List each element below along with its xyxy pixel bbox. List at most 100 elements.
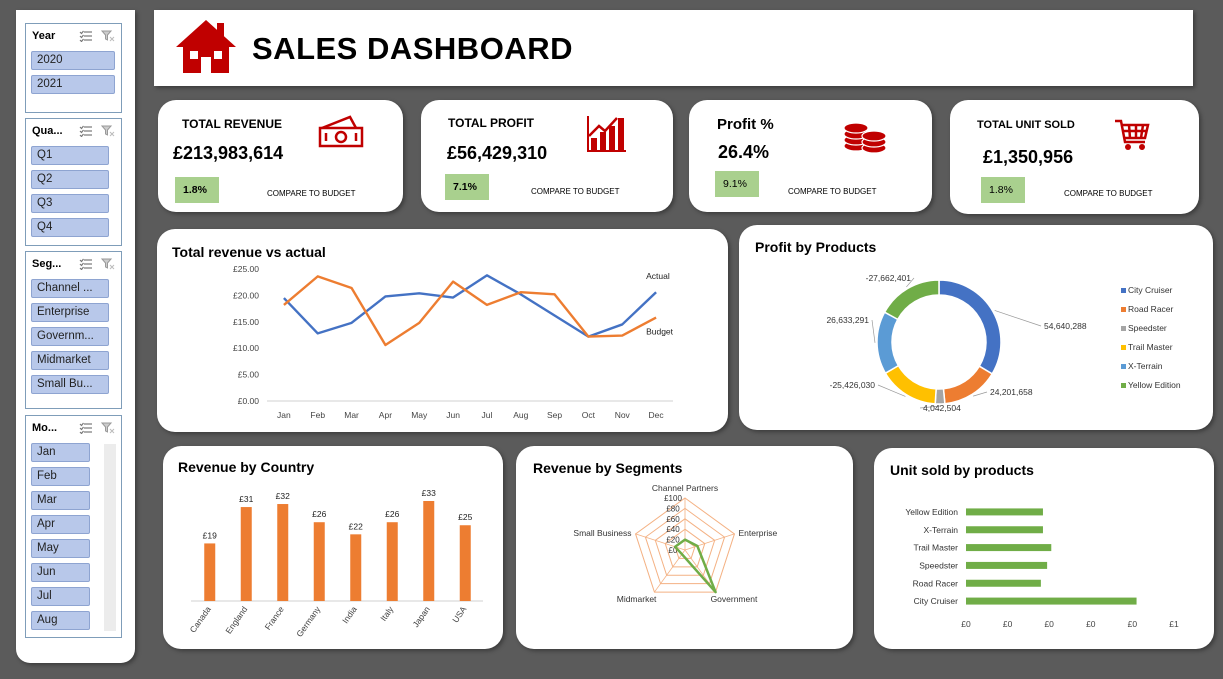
legend-label: City Cruiser — [1128, 285, 1173, 295]
slicer-item-mar[interactable]: Mar — [31, 491, 90, 510]
data-label: £19 — [203, 530, 217, 540]
kpi-percent-badge: 9.1% — [715, 171, 759, 197]
x-tick-label: Nov — [615, 410, 631, 420]
leader-line — [871, 319, 876, 343]
chart-title: Total revenue vs actual — [172, 244, 326, 260]
revenue-by-country-card: Revenue by Country £19 Canada £31 England £3… — [163, 446, 503, 649]
slicer-item-jun[interactable]: Jun — [31, 563, 90, 582]
bar — [966, 544, 1052, 552]
kpi-card-total-unit-sold: TOTAL UNIT SOLD £1,350,956 1.8% COMPARE … — [950, 100, 1199, 214]
slicer-item-q2[interactable]: Q2 — [31, 170, 109, 189]
data-label: £26 — [385, 509, 399, 519]
legend-swatch — [1121, 364, 1126, 369]
kpi-card-total-revenue: TOTAL REVENUE £213,983,614 1.8% COMPARE … — [158, 100, 403, 212]
year-slicer: Year 2020 2021 — [25, 23, 122, 113]
donut-slice — [883, 279, 940, 321]
slicer-item-midmarket[interactable]: Midmarket — [31, 351, 109, 370]
slicer-item-small-business[interactable]: Small Bu... — [31, 375, 109, 394]
month-slicer: Mo... Jan Feb Mar Apr May Jun Jul Aug — [25, 415, 122, 638]
clear-filter-icon[interactable] — [99, 257, 117, 271]
series-line-actual — [283, 274, 657, 338]
radial-tick-label: £80 — [666, 504, 680, 513]
x-tick-label: Italy — [378, 604, 396, 623]
multi-select-icon[interactable] — [77, 257, 95, 271]
bar — [350, 534, 362, 601]
header-bar: SALES DASHBOARD — [154, 10, 1193, 86]
legend-swatch — [1121, 326, 1126, 331]
slicer-item-2020[interactable]: 2020 — [31, 51, 115, 70]
revenue-by-segments-card: Revenue by Segments £0 £20 £40 £60 £80 £100 Ch… — [516, 446, 853, 649]
radar-spoke — [684, 533, 735, 551]
y-tick-label: £5.00 — [238, 370, 260, 380]
multi-select-icon[interactable] — [77, 421, 95, 435]
slicer-item-q3[interactable]: Q3 — [31, 194, 109, 213]
legend-label: Yellow Edition — [1128, 380, 1181, 390]
slicer-item-government[interactable]: Governm... — [31, 327, 109, 346]
chart-title: Revenue by Country — [178, 459, 315, 475]
x-tick-label: Oct — [582, 410, 596, 420]
x-tick-label: USA — [450, 604, 468, 624]
x-tick-label: £0 — [1128, 619, 1138, 629]
x-tick-label: £1 — [1169, 619, 1179, 629]
kpi-compare-label: COMPARE TO BUDGET — [788, 187, 877, 196]
y-tick-label: £20.00 — [233, 290, 259, 300]
slicer-item-aug[interactable]: Aug — [31, 611, 90, 630]
slicer-item-channel-partners[interactable]: Channel ... — [31, 279, 109, 298]
slicer-item-enterprise[interactable]: Enterprise — [31, 303, 109, 322]
x-tick-label: Jan — [277, 410, 291, 420]
slicer-scrollbar[interactable] — [104, 444, 116, 631]
donut-slice — [884, 364, 937, 405]
x-tick-label: £0 — [1003, 619, 1013, 629]
slicer-title: Year — [32, 30, 56, 42]
y-tick-label: £15.00 — [233, 317, 259, 327]
data-label: £22 — [349, 521, 363, 531]
slicer-item-apr[interactable]: Apr — [31, 515, 90, 534]
slicer-item-q4[interactable]: Q4 — [31, 218, 109, 237]
slicer-item-jan[interactable]: Jan — [31, 443, 90, 462]
legend-label: X-Terrain — [1128, 361, 1163, 371]
radar-grid-ring — [654, 518, 716, 576]
leader-line — [919, 405, 941, 409]
slicer-item-may[interactable]: May — [31, 539, 90, 558]
bar — [240, 507, 252, 601]
slicer-item-jul[interactable]: Jul — [31, 587, 90, 606]
radar-series — [673, 538, 717, 594]
axis-label: Enterprise — [738, 528, 777, 538]
clear-filter-icon[interactable] — [99, 29, 117, 43]
legend-swatch — [1121, 288, 1126, 293]
x-tick-label: Aug — [513, 410, 528, 420]
x-tick-label: Japan — [410, 604, 432, 629]
kpi-compare-label: COMPARE TO BUDGET — [267, 189, 356, 198]
segment-slicer-header: Seg... — [26, 252, 121, 276]
x-tick-label: Jun — [446, 410, 460, 420]
clear-filter-icon[interactable] — [99, 124, 117, 138]
radial-tick-label: £100 — [664, 494, 682, 503]
data-label: 26,633,291 — [826, 315, 869, 325]
multi-select-icon[interactable] — [77, 124, 95, 138]
leader-line — [877, 384, 906, 397]
slicer-item-q1[interactable]: Q1 — [31, 146, 109, 165]
axis-label: Small Business — [573, 528, 631, 538]
kpi-label: TOTAL PROFIT — [448, 116, 534, 130]
year-slicer-header: Year — [26, 24, 121, 48]
data-label: -27,662,401 — [866, 273, 912, 283]
unit-sold-by-products-card: Unit sold by products City Cruiser Road R… — [874, 448, 1214, 649]
x-tick-label: £0 — [961, 619, 971, 629]
multi-select-icon[interactable] — [77, 29, 95, 43]
chart-title: Revenue by Segments — [533, 460, 683, 476]
bar — [313, 522, 325, 601]
bar — [966, 579, 1041, 587]
slicer-item-2021[interactable]: 2021 — [31, 75, 115, 94]
y-tick-label: £10.00 — [233, 343, 259, 353]
kpi-compare-label: COMPARE TO BUDGET — [1064, 189, 1153, 198]
y-tick-label: Yellow Edition — [905, 507, 958, 517]
bar — [423, 501, 435, 601]
kpi-value: £1,350,956 — [983, 147, 1074, 167]
kpi-label: TOTAL REVENUE — [182, 117, 283, 131]
data-label: 4,042,504 — [923, 403, 961, 413]
clear-filter-icon[interactable] — [99, 421, 117, 435]
slicer-item-feb[interactable]: Feb — [31, 467, 90, 486]
kpi-card-total-profit: TOTAL PROFIT £56,429,310 7.1% COMPARE TO… — [421, 100, 673, 212]
data-label: £25 — [458, 512, 472, 522]
radial-tick-label: £0 — [669, 546, 678, 555]
